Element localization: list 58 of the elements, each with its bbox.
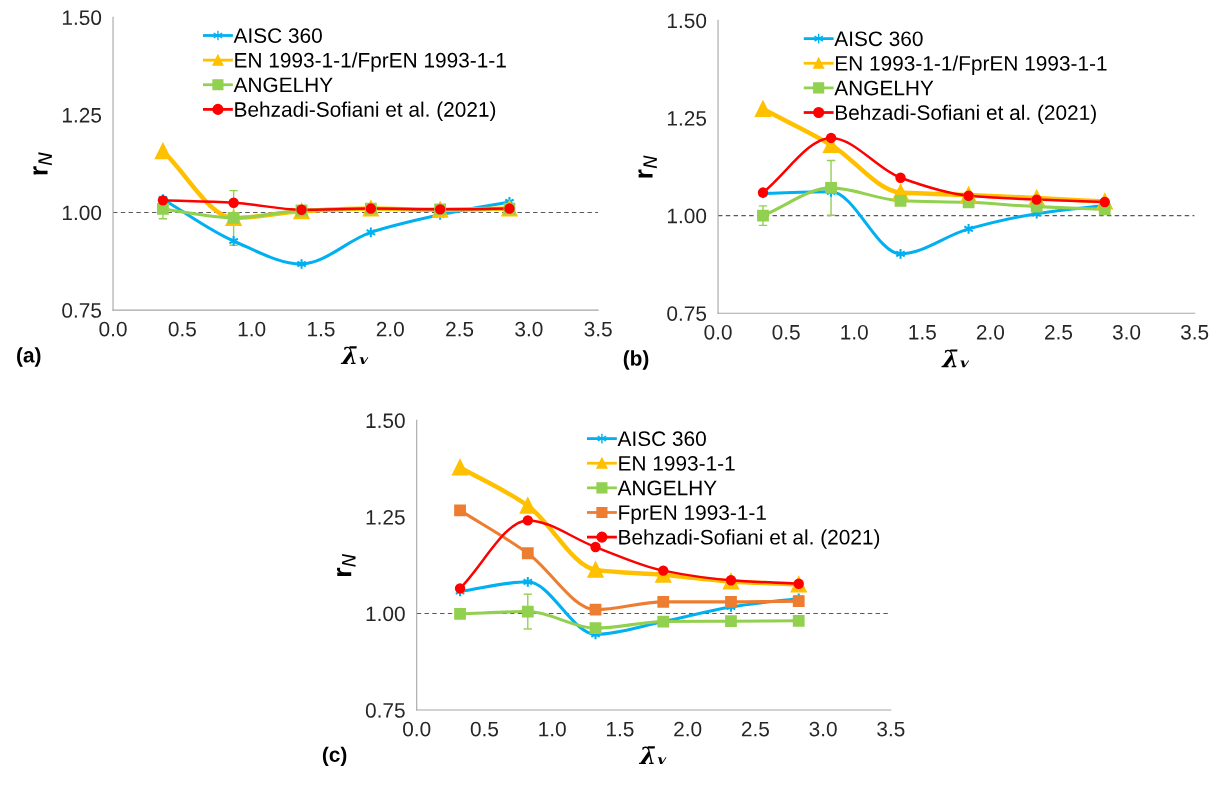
x-tick-label: 0.5 (772, 324, 800, 340)
x-tick-label: 2.5 (741, 721, 769, 737)
x-tick-label: 3.5 (877, 721, 905, 737)
x-tick-label: 3.5 (1180, 324, 1209, 340)
y-tick-label: 1.00 (62, 205, 102, 221)
y-tick-label: 0.75 (62, 303, 102, 318)
y-tick-label: 1.25 (667, 111, 707, 126)
legend-label: FprEN 1993-1-1 (619, 505, 766, 525)
x-tick-label: 3.5 (584, 321, 612, 337)
text: (c) (322, 746, 347, 767)
legend-label: AISC 360 (233, 28, 322, 43)
y-tick-label: 1.00 (667, 208, 707, 224)
legend-label: EN 1993-1-1 (619, 455, 735, 471)
y-axis-title: r$_{N}$ (33, 152, 52, 175)
text: (b) (623, 350, 649, 370)
y-axis-title: r$_{N}$ (638, 155, 657, 178)
legend-label: Behzadi-Sofiani et al. (2021) (836, 104, 1096, 125)
x-axis-title: λ̄ᵥ (638, 746, 667, 765)
x-tick-label: 2.0 (674, 721, 702, 737)
x-tick-label: 2.0 (376, 321, 404, 337)
x-tick-label: 0.5 (470, 721, 499, 737)
x-tick-label: 1.5 (909, 325, 936, 340)
y-tick-label: 1.50 (667, 13, 707, 29)
legend-label: ANGELHY (233, 77, 333, 93)
y-tick-label: 1.00 (366, 606, 405, 622)
legend-label: ANGELHY (617, 480, 717, 496)
x-tick-label: 2.5 (1045, 324, 1073, 340)
y-tick-label: 0.75 (365, 703, 405, 718)
y-tick-label: 0.75 (667, 306, 707, 321)
x-tick-label: 1.5 (607, 721, 634, 737)
legend-label: ANGELHY (834, 80, 934, 96)
x-tick-label: 0.5 (168, 321, 196, 337)
x-tick-label: 2.5 (446, 321, 474, 337)
x-tick-label: 3.0 (515, 321, 543, 337)
x-tick-label: 1.0 (238, 321, 266, 337)
y-tick-label: 1.25 (366, 509, 405, 525)
x-tick-label: 0.0 (99, 321, 127, 337)
y-tick-label: 1.50 (62, 10, 102, 26)
y-tick-label: 1.25 (62, 107, 102, 123)
legend-label: AISC 360 (834, 31, 923, 47)
legend-label: Behzadi-Sofiani et al. (2021) (619, 529, 880, 549)
x-tick-label: 1.0 (539, 721, 566, 737)
x-axis-title: λ̄ᵥ (941, 349, 969, 368)
legend-label: AISC 360 (617, 431, 706, 447)
x-tick-label: 2.0 (976, 324, 1005, 340)
x-tick-label: 0.0 (403, 721, 431, 737)
legend-label: Behzadi-Sofiani et al. (2021) (235, 101, 496, 121)
x-tick-label: 3.0 (809, 721, 837, 737)
y-tick-label: 1.50 (366, 413, 405, 429)
text: (a) (17, 347, 41, 367)
x-tick-label: 0.0 (704, 324, 732, 340)
x-axis-title: λ̄ᵥ (340, 346, 369, 365)
y-axis-title: r$_{N}$ (336, 553, 356, 576)
legend-label: EN 1993-1-1/FprEN 1993-1-1 (235, 52, 506, 72)
x-tick-label: 3.0 (1112, 324, 1141, 340)
legend-label: EN 1993-1-1/FprEN 1993-1-1 (836, 55, 1107, 75)
x-tick-label: 1.0 (841, 324, 868, 340)
x-tick-label: 1.5 (308, 321, 335, 337)
